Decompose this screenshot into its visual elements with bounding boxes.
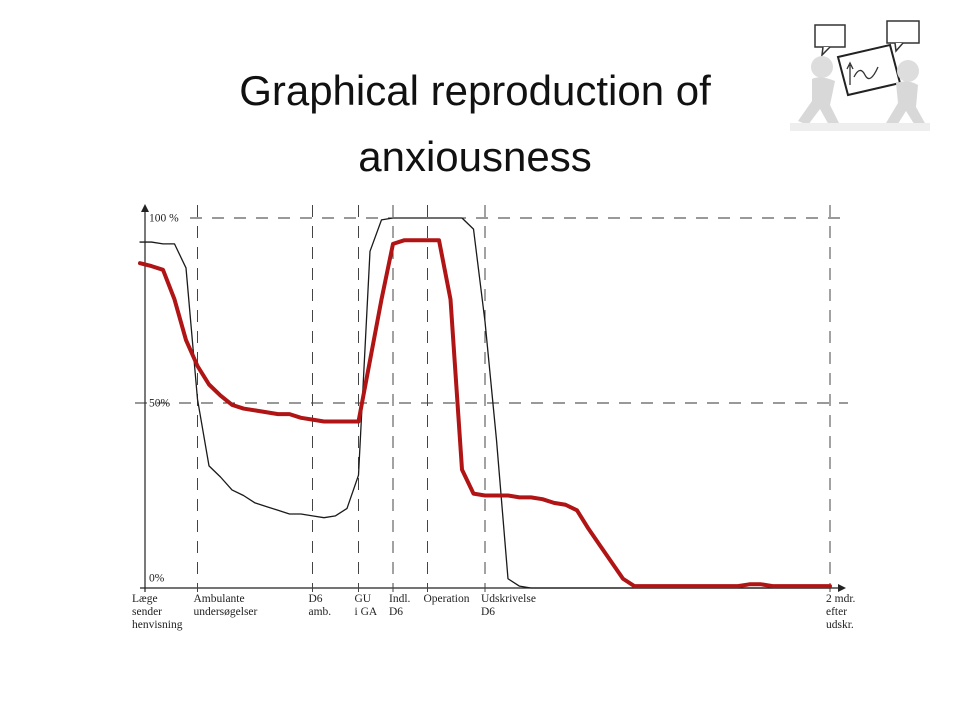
y-tick-label: 50% [149,398,171,410]
x-tick-label-line: D6 [389,606,403,618]
x-tick-label-line: Operation [424,593,470,605]
x-tick-label-line: Læge [132,593,158,605]
series-line [138,238,832,589]
x-tick-label: Operation [424,593,470,605]
x-tick-label: Ambulante undersøgelser [194,593,258,618]
x-tick-label-line: efter [826,606,847,618]
x-tick-label-line: D6 [481,606,495,618]
y-tick-label: 100 % [149,213,179,225]
x-tick-label: 2 mdr. efter udskr. [826,593,856,631]
clipart-icon [790,20,930,131]
x-tick-label: Indl. D6 [389,593,411,618]
x-tick-label-line: sender [132,606,162,618]
slide-title: Graphical reproduction of anxiousness [239,67,711,180]
x-tick-label-line: henvisning [132,619,183,631]
x-tick-label: Læge sender henvisning [132,593,183,631]
x-tick-label-line: Ambulante [194,593,245,605]
x-tick-label-line: GU [355,593,372,605]
x-tick-label-line: 2 mdr. [826,593,856,605]
x-tick-label: D6 amb. [309,593,332,618]
y-tick-label: 0% [149,573,165,585]
x-tick-label-line: amb. [309,606,332,618]
x-tick-label-line: D6 [309,593,323,605]
x-tick-label-line: i GA [355,606,378,618]
x-tick-label-line: udskr. [826,619,854,631]
x-tick-label: GU i GA [355,593,378,618]
y-axis-arrow [141,204,149,212]
x-tick-label-line: undersøgelser [194,606,258,618]
x-axis-arrow [838,584,846,592]
x-tick-label-line: Indl. [389,593,411,605]
x-tick-label-line: Udskrivelse [481,593,536,605]
x-tick-label: Udskrivelse D6 [481,593,536,618]
